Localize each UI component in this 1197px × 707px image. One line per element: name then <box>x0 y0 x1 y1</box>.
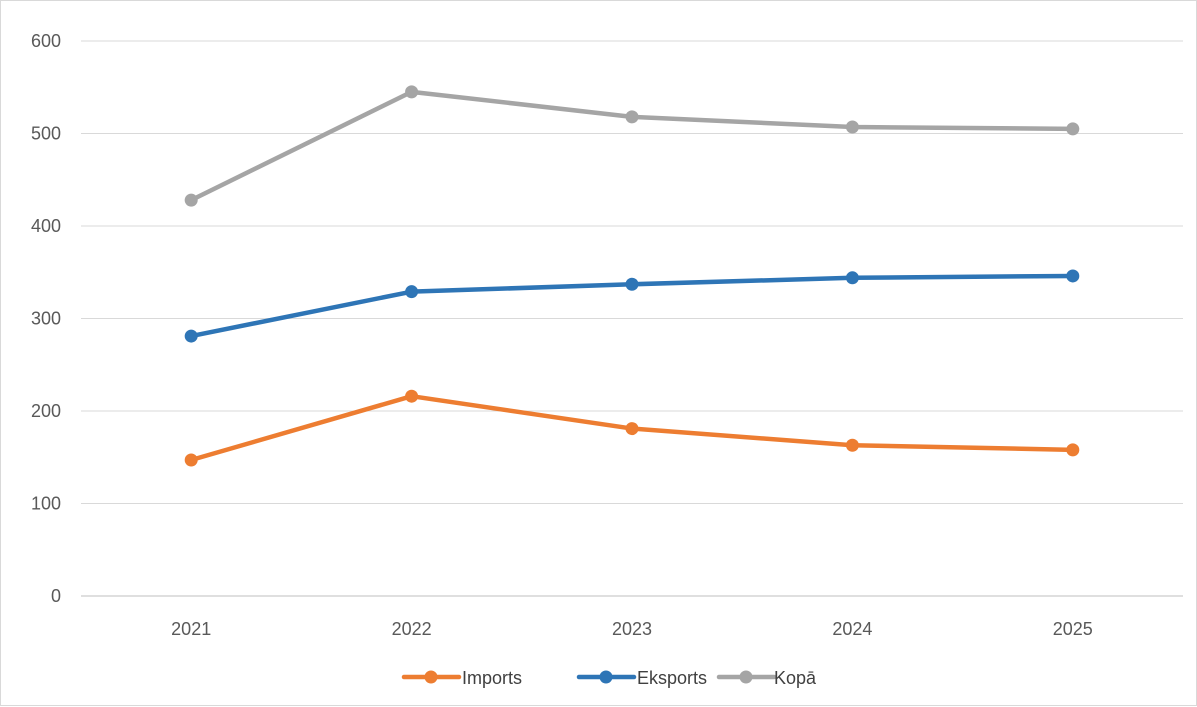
data-point <box>845 120 859 134</box>
legend-swatch-marker <box>739 670 753 684</box>
x-tick-label: 2025 <box>1053 619 1093 639</box>
data-point <box>405 389 419 403</box>
y-axis-ticks: 0 100 200 300 400 500 600 <box>31 31 61 606</box>
data-point <box>625 277 639 291</box>
legend: Imports Eksports Kopā <box>401 668 817 688</box>
series-lines <box>184 85 1080 467</box>
x-tick-label: 2021 <box>171 619 211 639</box>
legend-label: Eksports <box>637 668 707 688</box>
x-tick-label: 2022 <box>392 619 432 639</box>
x-tick-label: 2024 <box>832 619 872 639</box>
y-tick-label: 400 <box>31 216 61 236</box>
data-point <box>845 438 859 452</box>
data-point <box>1066 122 1080 136</box>
y-tick-label: 100 <box>31 494 61 514</box>
data-point <box>405 85 419 99</box>
data-point <box>405 285 419 299</box>
y-tick-label: 300 <box>31 309 61 329</box>
data-point <box>184 453 198 467</box>
data-point <box>1066 443 1080 457</box>
y-tick-label: 600 <box>31 31 61 51</box>
series-line <box>188 89 1076 203</box>
legend-item: Imports <box>401 668 522 688</box>
legend-item: Eksports <box>576 668 707 688</box>
series-imports <box>184 389 1080 467</box>
legend-label: Imports <box>462 668 522 688</box>
legend-swatch-marker <box>424 670 438 684</box>
data-point <box>625 110 639 124</box>
y-tick-label: 500 <box>31 124 61 144</box>
x-axis-ticks: 2021 2022 2023 2024 2025 <box>171 619 1093 639</box>
data-point <box>184 193 198 207</box>
gridlines <box>81 40 1183 597</box>
y-tick-label: 0 <box>51 586 61 606</box>
series-kopā <box>184 85 1080 207</box>
data-point <box>625 422 639 436</box>
data-point <box>1066 269 1080 283</box>
x-tick-label: 2023 <box>612 619 652 639</box>
data-point <box>184 329 198 343</box>
legend-swatch-marker <box>599 670 613 684</box>
data-point <box>845 271 859 285</box>
series-eksports <box>184 269 1080 343</box>
legend-label: Kopā <box>774 668 817 688</box>
y-tick-label: 200 <box>31 401 61 421</box>
legend-item: Kopā <box>716 668 817 688</box>
